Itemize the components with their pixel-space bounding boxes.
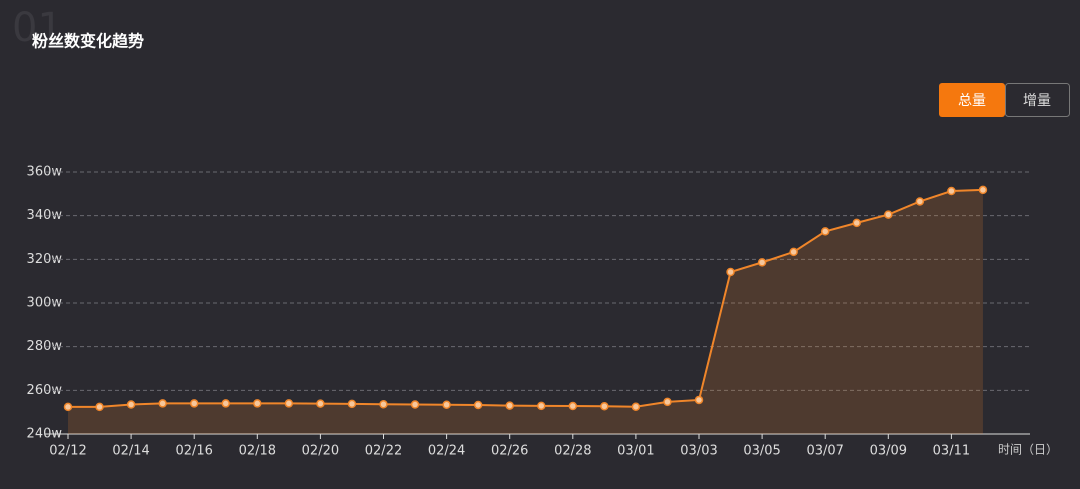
y-tick-label: 320w	[27, 252, 63, 267]
point	[95, 402, 104, 412]
x-tick-label: 02/14	[112, 444, 149, 459]
point	[126, 400, 136, 409]
point	[600, 402, 609, 411]
point	[789, 247, 798, 257]
point	[852, 218, 861, 228]
point	[505, 401, 514, 410]
point	[379, 400, 388, 409]
y-tick-label: 340w	[27, 208, 63, 223]
point	[947, 186, 956, 196]
point	[757, 258, 767, 267]
x-tick-label: 03/07	[806, 444, 843, 459]
toggle-active[interactable]	[939, 83, 1005, 117]
x-tick-label: 02/20	[302, 444, 339, 459]
x-tick-label: 02/24	[428, 444, 465, 459]
point	[473, 400, 483, 410]
area	[68, 189, 983, 434]
x-tick-label: 02/28	[554, 444, 591, 459]
point	[820, 227, 830, 236]
point	[158, 399, 167, 408]
y-tick-label: 260w	[27, 383, 63, 398]
y-tick-label: 280w	[27, 339, 63, 354]
line	[68, 188, 983, 408]
point	[316, 399, 325, 408]
badge: 01	[12, 5, 63, 51]
toggle[interactable]	[1005, 83, 1070, 117]
point	[978, 185, 988, 195]
x-tick-label: 02/16	[175, 444, 212, 459]
x-tick-label: 02/18	[239, 444, 276, 459]
point	[347, 399, 357, 409]
x-tick-label: 02/12	[49, 444, 86, 459]
chart-title: 粉丝数变化趋势	[32, 32, 144, 51]
point	[663, 397, 672, 407]
y-tick-label: 300w	[27, 296, 63, 311]
x-tick-label: 02/22	[365, 444, 402, 459]
x-tick-label: 02/26	[491, 444, 528, 459]
point	[694, 395, 704, 405]
y-tick-label: 240w	[27, 427, 63, 442]
x-tick-label: 03/05	[743, 444, 780, 459]
x-tick-label: 03/01	[617, 444, 654, 459]
point	[63, 402, 73, 412]
x-axis-label: 时间（日）	[998, 443, 1058, 457]
x-tick-label: 03/09	[870, 444, 907, 459]
toggle-label[interactable]: 总量	[958, 93, 986, 109]
point	[631, 402, 641, 411]
point	[410, 400, 420, 409]
point	[442, 400, 451, 409]
x-tick-label: 03/11	[933, 444, 970, 459]
point	[221, 399, 230, 408]
point	[537, 401, 546, 411]
point	[189, 399, 199, 408]
point	[253, 399, 262, 408]
y-tick-label: 360w	[27, 165, 63, 180]
point	[884, 210, 893, 219]
point	[568, 401, 578, 411]
point	[726, 267, 735, 277]
point	[915, 197, 925, 206]
toggle-label[interactable]: 增量	[1023, 93, 1051, 109]
x-tick-label: 03/03	[680, 444, 717, 459]
point	[284, 399, 294, 408]
